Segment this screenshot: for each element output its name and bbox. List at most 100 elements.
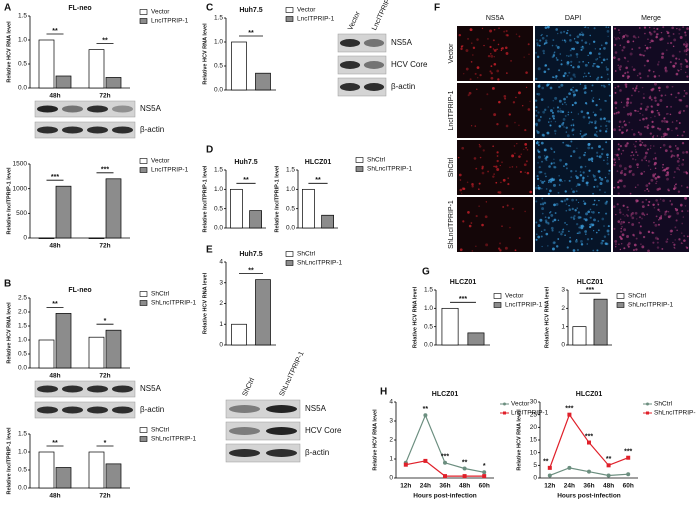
- legend-label: ShCtrl: [628, 293, 647, 300]
- y-tick-label: 1.0: [18, 449, 27, 456]
- micro-cell: [490, 72, 493, 75]
- micro-cell: [551, 114, 555, 118]
- micro-cell: [574, 40, 577, 43]
- micro-cell: [550, 162, 553, 165]
- micro-cell: [617, 29, 620, 32]
- micro-cell: [481, 167, 484, 170]
- micro-cell: [597, 220, 600, 222]
- micro-cell: [510, 60, 512, 62]
- micro-cell: [599, 189, 601, 191]
- micro-cell: [685, 50, 688, 53]
- micro-cell: [559, 178, 562, 182]
- micro-cell: [681, 134, 684, 137]
- micro-cell: [543, 148, 547, 152]
- micro-cell: [664, 94, 667, 97]
- micro-cell: [666, 177, 669, 181]
- micro-cell: [587, 210, 591, 214]
- y-tick-label: 3: [389, 418, 393, 425]
- micro-cell: [676, 69, 679, 71]
- micro-cell: [542, 203, 544, 206]
- y-tick-label: 2: [389, 437, 393, 444]
- micro-cell: [603, 235, 607, 238]
- legend-label: ShCtrl: [151, 291, 170, 298]
- micro-cell: [642, 96, 646, 100]
- micro-cell: [492, 145, 495, 148]
- micro-cell: [626, 129, 629, 132]
- micro-cell: [613, 158, 616, 161]
- micro-cell: [560, 63, 563, 66]
- micro-cell: [481, 171, 485, 175]
- micro-cell: [541, 160, 543, 163]
- micro-cell: [545, 41, 548, 44]
- blot-band: [37, 105, 58, 113]
- micro-cell: [617, 64, 619, 66]
- micro-cell: [594, 122, 597, 125]
- micro-cell: [566, 61, 570, 65]
- micro-cell: [551, 148, 553, 151]
- micro-cell: [605, 66, 607, 68]
- micro-cell: [642, 54, 645, 57]
- micro-cell: [633, 89, 637, 92]
- micro-cell: [579, 224, 582, 228]
- micro-cell: [577, 216, 581, 219]
- micro-cell: [665, 49, 668, 51]
- micro-cell: [592, 111, 595, 114]
- micro-cell: [606, 159, 609, 161]
- micro-cell: [604, 191, 606, 194]
- micro-cell: [547, 25, 550, 29]
- micro-cell: [687, 210, 689, 212]
- significance-label: ***: [441, 454, 449, 461]
- micro-cell: [554, 166, 557, 169]
- micro-row-label: ShLncITPRIP-1: [448, 200, 455, 249]
- micro-cell: [581, 46, 585, 50]
- micro-cell: [656, 27, 659, 30]
- blot-band: [37, 406, 58, 414]
- micro-cell: [461, 146, 465, 150]
- micro-cell: [673, 170, 676, 173]
- y-axis-label: Relative HCV RNA level: [372, 409, 378, 471]
- micro-cell: [592, 40, 596, 43]
- micro-cell: [568, 92, 571, 96]
- micro-cell: [676, 147, 680, 150]
- micro-cell: [671, 26, 674, 30]
- micro-cell: [568, 71, 571, 74]
- micro-cell: [607, 78, 610, 80]
- micro-cell: [613, 56, 616, 59]
- micro-cell: [673, 246, 676, 249]
- micro-cell: [652, 158, 655, 160]
- micro-cell: [603, 47, 606, 50]
- micro-cell: [601, 148, 604, 151]
- micro-cell: [549, 211, 551, 214]
- micro-cell: [509, 226, 511, 229]
- micro-cell: [457, 156, 460, 159]
- x-axis-label: Hours post-infection: [557, 493, 621, 500]
- micro-cell: [673, 186, 677, 189]
- micro-cell: [478, 205, 480, 207]
- micro-cell: [549, 124, 552, 127]
- micro-cell: [479, 156, 482, 159]
- micro-cell: [540, 116, 542, 118]
- micro-cell: [660, 55, 664, 59]
- micro-cell: [585, 181, 589, 185]
- micro-cell: [564, 162, 568, 166]
- blot-band: [87, 406, 108, 414]
- micro-cell: [592, 192, 594, 195]
- micro-cell: [613, 128, 617, 132]
- micro-cell: [557, 238, 560, 240]
- micro-cell: [588, 169, 591, 172]
- blot-label: HCV Core: [391, 60, 428, 69]
- micro-cell: [605, 100, 607, 102]
- micro-cell: [544, 39, 548, 42]
- micro-cell: [585, 212, 589, 216]
- micro-cell: [511, 207, 514, 210]
- micro-cell: [656, 241, 659, 244]
- micro-cell: [544, 157, 548, 160]
- micro-cell: [631, 223, 635, 226]
- micro-cell: [504, 46, 508, 50]
- micro-cell: [559, 110, 563, 113]
- legend-label: ShCtrl: [297, 251, 316, 258]
- micro-cell: [658, 89, 661, 92]
- micro-cell: [521, 105, 524, 107]
- bar: [255, 72, 271, 91]
- micro-cell: [586, 243, 588, 245]
